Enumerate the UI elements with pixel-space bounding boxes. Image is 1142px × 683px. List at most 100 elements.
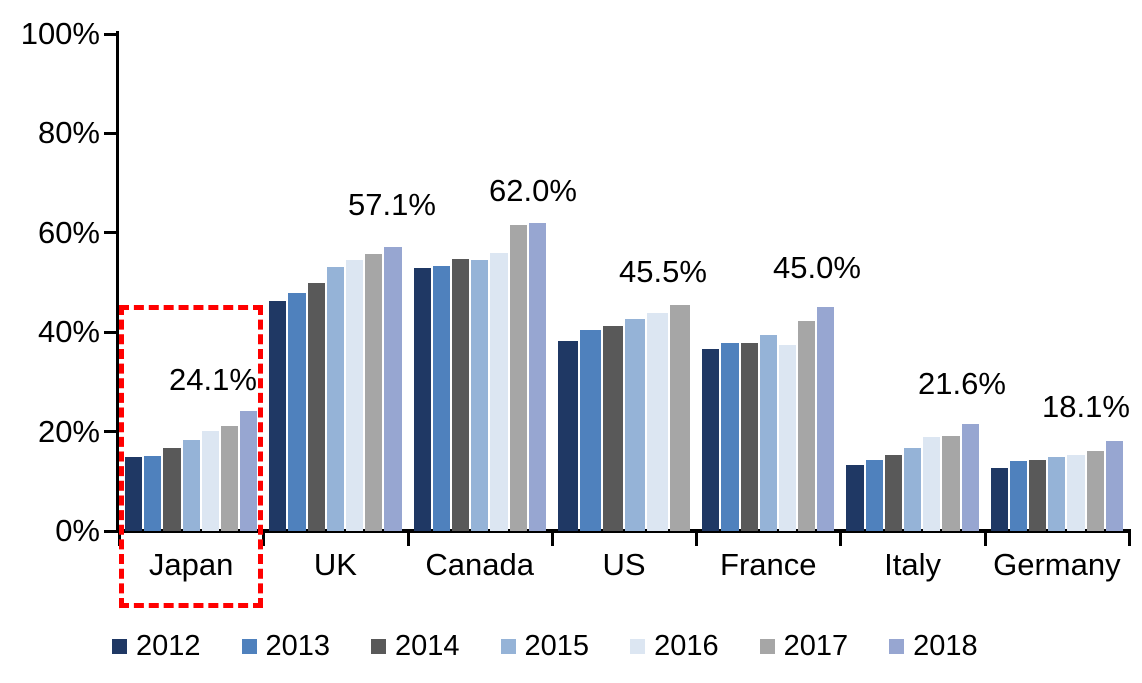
bar-canada-2017: [509, 225, 527, 531]
x-axis-tick-mark: [262, 531, 266, 546]
legend-label-2015: 2015: [524, 629, 590, 662]
y-axis-tick-label: 20%: [37, 413, 100, 449]
legend-swatch-2016: [630, 638, 646, 654]
bar-italy-2015: [903, 447, 922, 531]
bar-uk-2017: [365, 253, 383, 531]
legend-item-2013: 2013: [241, 629, 331, 662]
y-axis-tick-label: 80%: [37, 115, 100, 151]
bar-uk-2018: [384, 247, 402, 531]
data-label-uk: 57.1%: [348, 187, 436, 222]
bar-japan-2018: [240, 411, 258, 531]
bar-italy-2012: [846, 464, 864, 531]
x-axis-tick-mark: [983, 531, 987, 546]
bar-group-uk: [263, 31, 407, 531]
bar-germany-2012: [990, 468, 1008, 531]
x-axis-line: [116, 529, 1131, 533]
bar-japan-2016: [201, 430, 219, 531]
legend-swatch-2015: [500, 638, 516, 654]
legend-item-2016: 2016: [630, 629, 719, 662]
bar-uk-2014: [307, 282, 325, 531]
category-label-japan: Japan: [148, 547, 234, 582]
bar-group-japan: [119, 31, 263, 531]
bar-germany-2013: [1009, 461, 1028, 531]
bar-canada-2014: [451, 259, 470, 531]
bar-italy-2016: [923, 436, 941, 531]
bar-canada-2012: [413, 267, 431, 531]
y-axis-tick-mark: [104, 231, 118, 235]
y-axis-tick-label: 40%: [37, 314, 100, 350]
y-axis-tick-mark: [104, 430, 118, 434]
category-label-italy: Italy: [884, 547, 941, 582]
legend-label-2012: 2012: [136, 629, 201, 662]
data-label-japan: 24.1%: [169, 362, 257, 397]
bar-uk-2015: [326, 266, 345, 531]
y-axis-tick-mark: [104, 330, 118, 334]
bar-canada-2013: [432, 266, 450, 531]
bar-france-2012: [702, 349, 720, 531]
x-axis-tick-mark: [839, 531, 843, 546]
bar-group-italy: [840, 31, 984, 531]
bar-group-canada: [408, 31, 552, 531]
y-axis-line: [116, 31, 119, 533]
legend-label-2016: 2016: [654, 629, 719, 662]
legend-item-2014: 2014: [371, 629, 460, 662]
legend-label-2014: 2014: [395, 629, 460, 662]
bar-us-2014: [602, 326, 623, 531]
bar-us-2015: [624, 319, 646, 531]
bar-uk-2012: [269, 300, 287, 531]
legend-item-2018: 2018: [889, 631, 978, 661]
data-label-us: 45.5%: [619, 254, 707, 289]
bar-canada-2015: [471, 260, 489, 531]
bar-us-2016: [647, 313, 668, 531]
highlight-box-japan: [119, 305, 264, 608]
bar-italy-2017: [942, 435, 960, 531]
category-label-germany: Germany: [993, 547, 1121, 582]
y-axis-tick-label: 0%: [55, 513, 100, 548]
bar-group-france: [696, 31, 840, 531]
bar-germany-2017: [1086, 451, 1104, 531]
legend-swatch-2012: [112, 638, 127, 654]
bar-uk-2013: [288, 293, 306, 531]
bar-france-2013: [721, 343, 739, 531]
bar-italy-2014: [884, 454, 902, 531]
legend-item-2015: 2015: [500, 629, 590, 662]
y-axis-tick-label: 100%: [20, 16, 100, 51]
y-axis-tick-mark: [104, 529, 118, 533]
legend-swatch-2014: [371, 638, 387, 654]
bar-us-2012: [557, 340, 579, 531]
legend-swatch-2018: [889, 638, 905, 654]
legend-label-2017: 2017: [783, 629, 849, 662]
y-axis-tick-mark: [104, 131, 118, 135]
bar-us-2013: [580, 329, 601, 531]
y-axis-tick-label: 60%: [37, 214, 100, 250]
x-axis-tick-mark: [406, 531, 410, 546]
x-axis-tick-mark: [1128, 531, 1131, 546]
bar-italy-2013: [865, 460, 883, 531]
bar-germany-2018: [1105, 441, 1124, 531]
bar-japan-2015: [182, 440, 200, 531]
bar-france-2018: [817, 307, 835, 531]
data-label-france: 45.0%: [773, 250, 861, 285]
bar-canada-2018: [528, 222, 546, 531]
bar-group-germany: [985, 31, 1129, 531]
bar-germany-2015: [1048, 457, 1066, 531]
bar-italy-2018: [961, 423, 979, 531]
bar-canada-2016: [490, 252, 508, 531]
legend: 2012 2013 2014 2015 2016 2017 2018: [112, 626, 978, 666]
category-label-us: US: [602, 547, 646, 582]
bar-germany-2016: [1067, 454, 1085, 531]
data-label-germany: 18.1%: [1042, 389, 1130, 424]
bar-france-2017: [798, 320, 816, 531]
bar-japan-2017: [220, 425, 239, 531]
category-label-france: France: [720, 547, 817, 582]
bar-group-us: [552, 31, 696, 531]
x-axis-tick-mark: [695, 531, 699, 546]
bar-us-2017: [669, 304, 691, 531]
bar-uk-2016: [346, 259, 364, 531]
bar-japan-2012: [125, 457, 143, 531]
legend-swatch-2017: [759, 638, 775, 654]
category-label-canada: Canada: [425, 547, 534, 582]
legend-label-2013: 2013: [265, 629, 331, 662]
legend-swatch-2013: [241, 638, 257, 654]
